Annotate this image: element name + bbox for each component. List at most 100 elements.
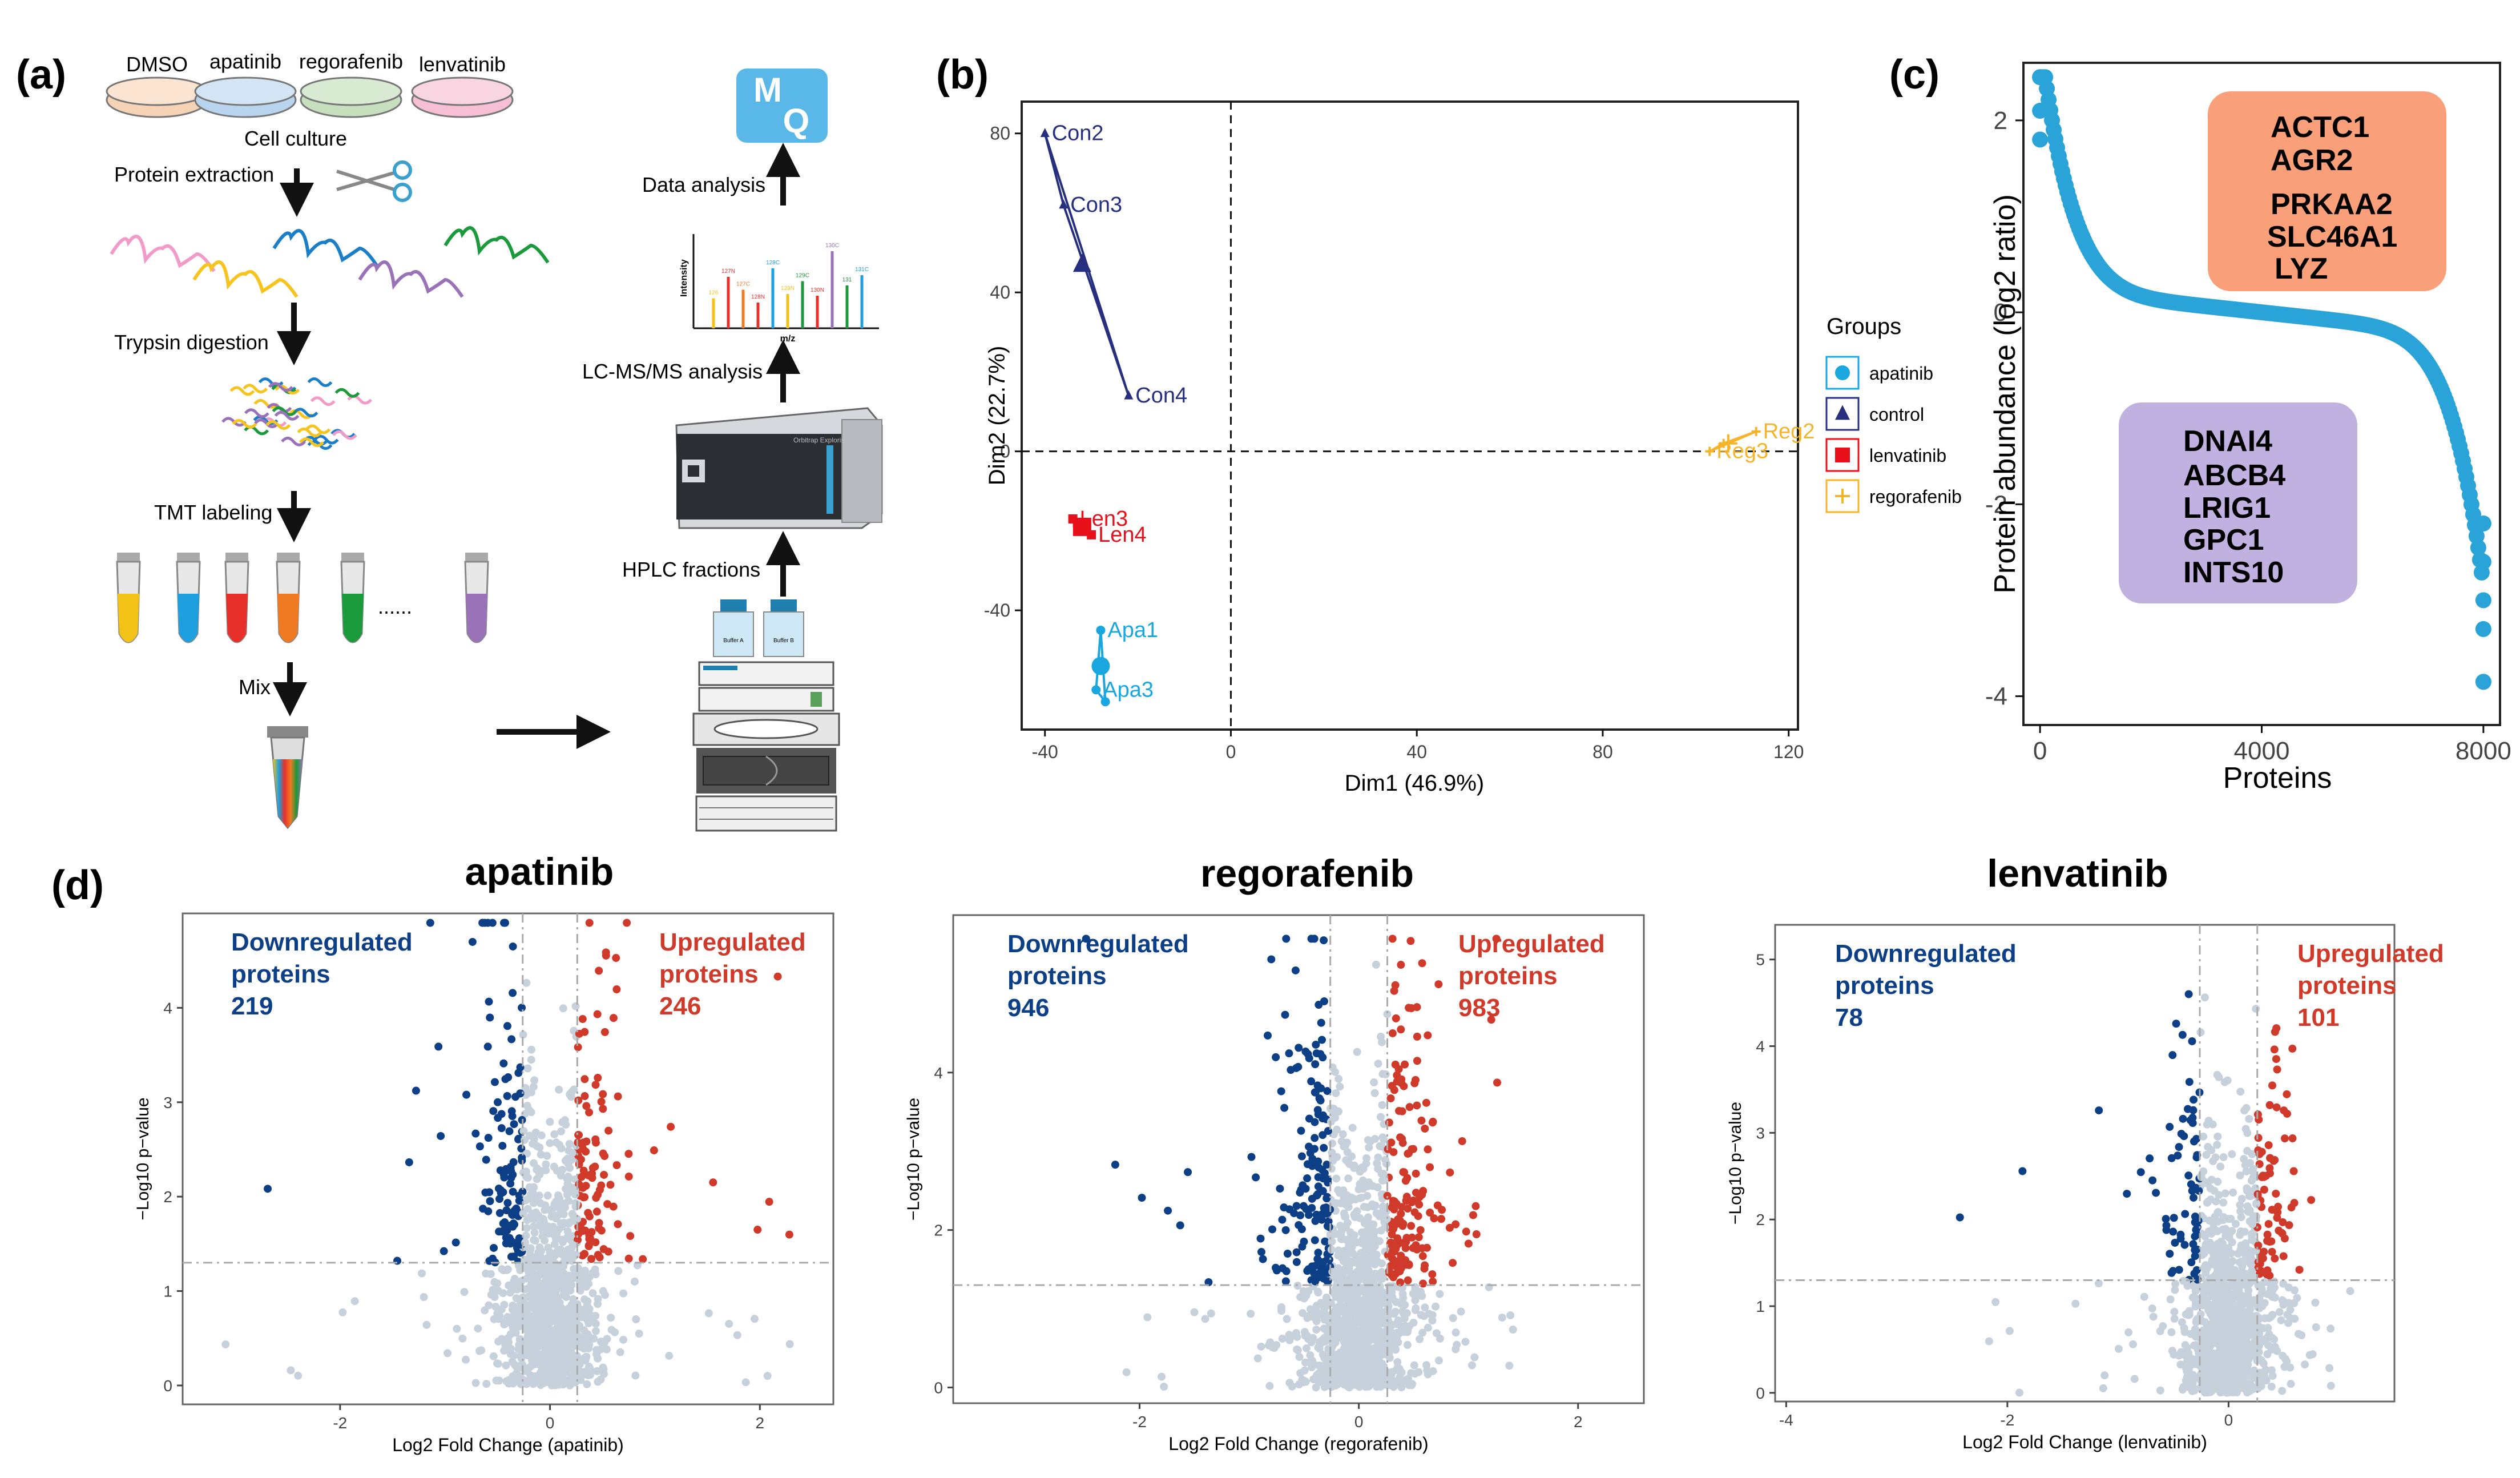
volcano-point — [2189, 1371, 2198, 1379]
pca-centroid-apatinib — [1091, 657, 1110, 675]
instrument-label: Orbitrap Exploris — [793, 436, 844, 444]
protein-squiggle — [272, 229, 378, 267]
volcano-point — [1190, 1308, 1199, 1316]
volcano-point — [2224, 1348, 2232, 1357]
volcano-point — [2221, 1189, 2229, 1198]
volcano-point — [485, 997, 493, 1006]
pca-ytick-label: -40 — [984, 600, 1010, 621]
volcano-point — [434, 1042, 443, 1051]
volcano-point — [2224, 1227, 2232, 1236]
step-hplc: HPLC fractions — [622, 558, 760, 581]
volcano-point — [2192, 1266, 2201, 1274]
volcano-point — [484, 1134, 493, 1142]
volcano-point — [546, 1139, 554, 1147]
volcano-point — [2327, 1324, 2335, 1333]
volcano-point — [545, 1299, 553, 1308]
volcano-point — [1400, 1168, 1408, 1177]
volcano-point — [514, 1134, 523, 1143]
volcano-point — [517, 1352, 525, 1360]
volcano-point — [538, 1215, 547, 1224]
volcano-point — [510, 1279, 518, 1287]
volcano-point — [584, 1242, 593, 1250]
volcano-point — [1413, 1032, 1421, 1041]
volcano-ytick-label: 0 — [1756, 1384, 1765, 1402]
volcano-ytick-label: 1 — [1756, 1298, 1765, 1315]
pca-xlabel: Dim1 (46.9%) — [1345, 771, 1485, 796]
volcano-point — [1303, 1174, 1312, 1183]
volcano-point — [1281, 1226, 1290, 1234]
volcano-point — [1380, 1310, 1388, 1319]
abundance-ytick-label: 2 — [1994, 107, 2007, 135]
tube-cap — [177, 553, 200, 562]
volcano-point — [1345, 1264, 1353, 1272]
volcano-point — [1405, 1103, 1414, 1111]
volcano-point — [614, 1220, 622, 1229]
volcano-point — [1334, 1074, 1343, 1083]
volcano-point — [583, 1380, 591, 1388]
volcano-point — [1276, 1185, 1284, 1193]
volcano-point — [1380, 1170, 1388, 1178]
volcano-point — [426, 919, 434, 927]
volcano-point — [2261, 1366, 2270, 1374]
volcano-point — [1299, 1287, 1308, 1295]
volcano-point — [541, 1278, 549, 1287]
volcano-ytick-label: 3 — [163, 1094, 172, 1111]
volcano-point — [603, 1335, 611, 1343]
volcano-point — [2175, 1266, 2183, 1274]
volcano-point — [582, 1354, 590, 1362]
volcano-point — [506, 1163, 515, 1171]
volcano-point — [1449, 1314, 1457, 1322]
volcano-point — [1264, 1341, 1273, 1350]
volcano-point — [1392, 1014, 1400, 1022]
volcano-point — [1356, 1167, 1364, 1176]
volcano-point — [1316, 1050, 1325, 1058]
volcano-point — [567, 1300, 576, 1309]
volcano-point — [2248, 1220, 2257, 1229]
volcano-point — [606, 1181, 615, 1189]
volcano-point — [502, 1206, 511, 1215]
volcano-point — [2136, 1168, 2145, 1177]
dish-apatinib-label: apatinib — [209, 50, 281, 73]
volcano-point — [451, 1238, 460, 1247]
up-label-line1: Upregulated — [1458, 930, 1605, 958]
down-gene-3: LRIG1 — [2183, 492, 2271, 525]
volcano-point — [753, 1226, 762, 1234]
volcano-point — [1343, 1219, 1352, 1227]
abundance-dots — [2032, 69, 2491, 690]
dish-apatinib-lid — [194, 76, 297, 106]
volcano-point — [1362, 1154, 1371, 1162]
volcano-point — [1304, 1211, 1313, 1219]
tmt-tubes — [116, 553, 489, 643]
volcano-point — [2229, 1280, 2238, 1289]
volcano-point — [2170, 1307, 2179, 1316]
volcano-point — [1314, 1249, 1323, 1257]
volcano-ylabel: −Log10 p−value — [904, 1098, 923, 1221]
volcano-point — [2241, 1125, 2250, 1133]
volcano-point — [1403, 1340, 1412, 1349]
volcano-point — [614, 1267, 623, 1275]
volcano-point — [2216, 1162, 2225, 1171]
volcano-point — [562, 1286, 571, 1294]
volcano-point — [2283, 1090, 2291, 1098]
volcano-point — [1296, 1211, 1305, 1219]
volcano-point — [1247, 1153, 1256, 1161]
volcano-point — [475, 1142, 484, 1151]
volcano-point — [1285, 1331, 1293, 1339]
pca-point-control — [1040, 128, 1050, 138]
volcano-point — [1310, 935, 1319, 943]
volcano-point — [543, 1151, 551, 1160]
volcano-point — [539, 1379, 548, 1387]
volcano-point — [533, 1319, 542, 1328]
volcano-point — [1308, 1162, 1317, 1170]
volcano-point — [2249, 1315, 2258, 1323]
volcano-point — [565, 1255, 573, 1263]
volcano-point — [1164, 1206, 1172, 1215]
volcano-point — [1111, 1161, 1119, 1169]
volcano-point — [529, 1327, 537, 1336]
volcano-point — [579, 1344, 588, 1353]
volcano-point — [521, 1320, 530, 1329]
volcano-point — [2197, 1173, 2205, 1181]
volcano-point — [2191, 1252, 2199, 1260]
volcano-point — [562, 1121, 570, 1129]
